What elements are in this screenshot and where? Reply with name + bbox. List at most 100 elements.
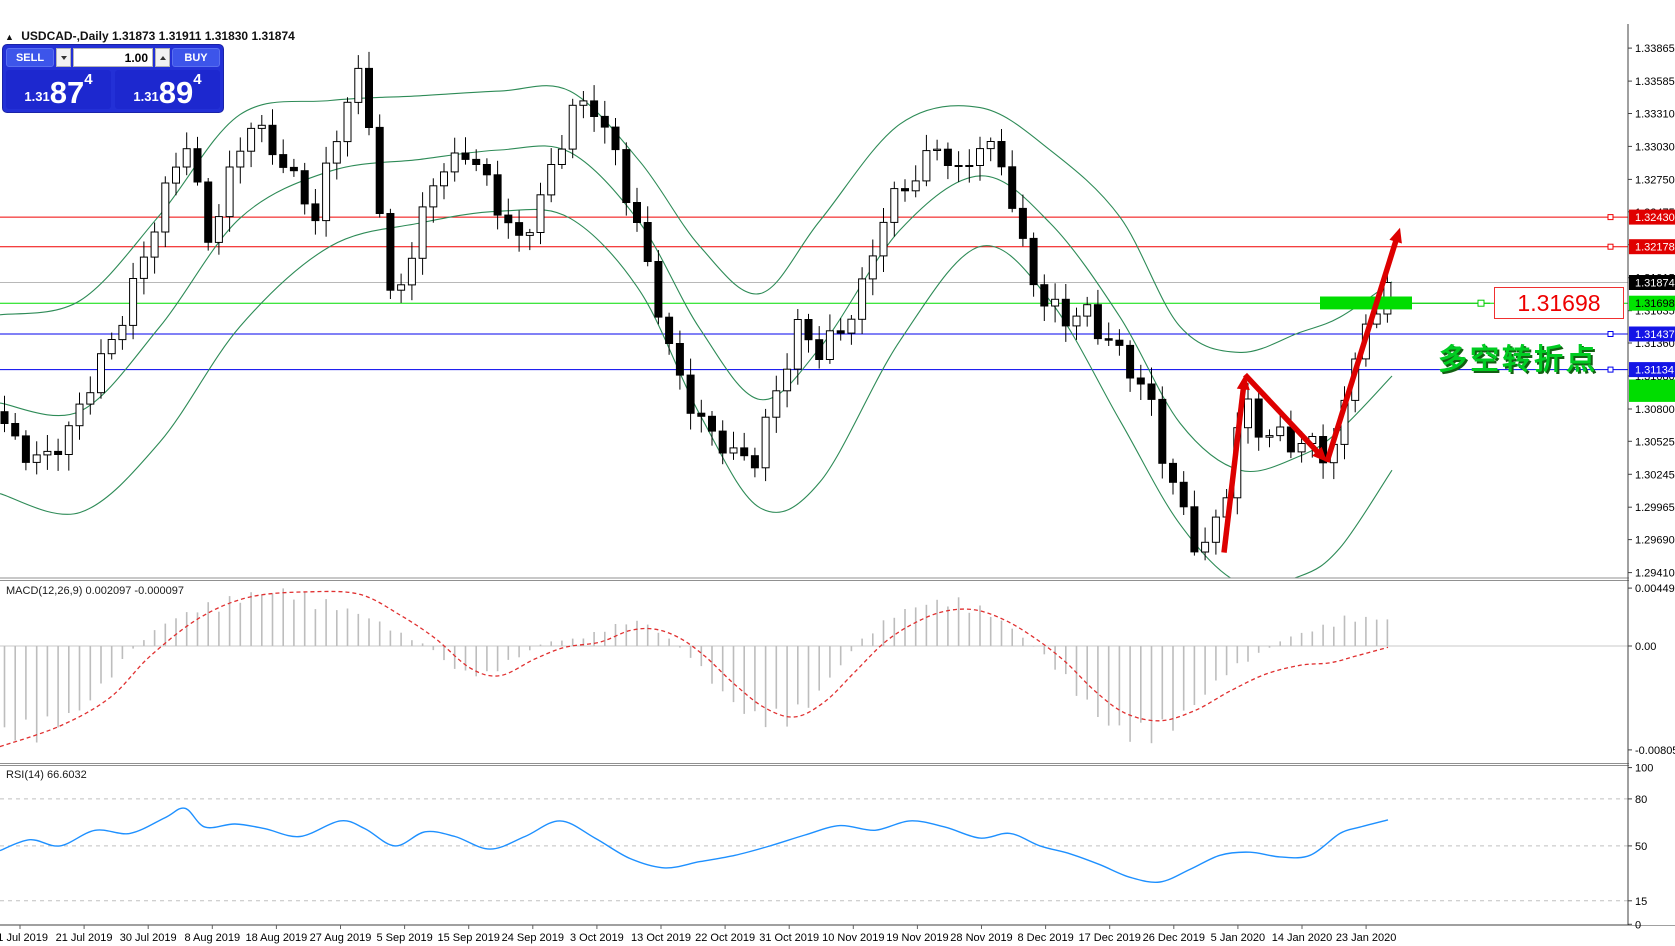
line-anchor-handle[interactable] xyxy=(1607,214,1614,221)
chart-title: ▲ USDCAD-,Daily 1.31873 1.31911 1.31830 … xyxy=(5,29,295,43)
svg-text:1.32430: 1.32430 xyxy=(1635,212,1675,224)
rsi-tick-label: 50 xyxy=(1635,841,1647,853)
date-label: 31 Oct 2019 xyxy=(759,932,819,944)
price-tick-label: 1.30525 xyxy=(1635,436,1675,448)
sell-price[interactable]: 1.31 87 4 xyxy=(6,70,111,109)
rsi-tick-label: 15 xyxy=(1635,896,1647,908)
price-tick-label: 1.30245 xyxy=(1635,469,1675,481)
sell-price-prefix: 1.31 xyxy=(24,89,50,104)
trend-arrow[interactable] xyxy=(1221,384,1247,553)
date-label: 22 Oct 2019 xyxy=(695,932,755,944)
volume-input[interactable] xyxy=(73,48,153,67)
macd-tick-label: 0.004491 xyxy=(1635,583,1675,595)
level-price-label xyxy=(1629,362,1675,378)
price-tick-label: 1.29965 xyxy=(1635,502,1675,514)
svg-text:1.31698: 1.31698 xyxy=(1635,298,1675,310)
rsi-indicator-label: RSI(14) 66.6032 xyxy=(6,769,87,781)
macd-signal-line xyxy=(0,590,1389,748)
macd-tick-label: -0.008055 xyxy=(1635,745,1675,757)
date-label: 11 Jul 2019 xyxy=(0,932,48,944)
date-label: 24 Sep 2019 xyxy=(502,932,564,944)
date-label: 3 Oct 2019 xyxy=(570,932,624,944)
svg-text:1.31437: 1.31437 xyxy=(1635,329,1675,341)
symbol-period-label: USDCAD-,Daily xyxy=(21,29,109,43)
current-price-label xyxy=(1629,275,1675,290)
caret-down-icon xyxy=(60,55,67,60)
date-label: 14 Jan 2020 xyxy=(1272,932,1333,944)
callout-anchor-handle[interactable] xyxy=(1477,299,1485,307)
volume-up-button[interactable] xyxy=(155,48,170,67)
date-label: 28 Nov 2019 xyxy=(950,932,1012,944)
sell-button[interactable]: SELL xyxy=(6,48,54,67)
date-label: 21 Jul 2019 xyxy=(56,932,113,944)
collapse-icon[interactable]: ▲ xyxy=(5,32,14,42)
buy-price-big: 89 xyxy=(158,75,194,110)
bollinger-middle-band xyxy=(0,145,1393,472)
rsi-tick-label: 100 xyxy=(1635,763,1653,775)
date-label: 8 Aug 2019 xyxy=(184,932,240,944)
svg-text:1.31874: 1.31874 xyxy=(1635,278,1675,290)
price-tick-label: 1.29690 xyxy=(1635,535,1675,547)
price-tick-label: 1.33030 xyxy=(1635,141,1675,153)
price-tick-label: 1.32750 xyxy=(1635,174,1675,186)
trend-arrow[interactable] xyxy=(1242,372,1323,457)
level-price-label xyxy=(1629,209,1675,225)
macd-tick-label: 0.00 xyxy=(1635,641,1656,653)
date-label: 26 Dec 2019 xyxy=(1143,932,1205,944)
date-label: 5 Sep 2019 xyxy=(376,932,432,944)
rsi-pane xyxy=(0,798,1628,902)
date-label: 19 Nov 2019 xyxy=(886,932,948,944)
rsi-tick-label: 0 xyxy=(1635,919,1641,931)
rsi-tick-label: 80 xyxy=(1635,794,1647,806)
price-tick-label: 1.33585 xyxy=(1635,76,1675,88)
axis-highlight-patch xyxy=(1629,379,1675,402)
buy-price-prefix: 1.31 xyxy=(133,89,159,104)
price-tick-label: 1.33865 xyxy=(1635,43,1675,55)
price-tick-label: 1.29410 xyxy=(1635,568,1675,580)
date-label: 5 Jan 2020 xyxy=(1211,932,1265,944)
buy-price-sup: 4 xyxy=(193,71,202,88)
level-price-label xyxy=(1629,326,1675,342)
buy-button[interactable]: BUY xyxy=(172,48,220,67)
line-anchor-handle[interactable] xyxy=(1607,243,1614,250)
trend-arrowhead xyxy=(1312,446,1327,462)
level-price-label xyxy=(1629,239,1675,255)
date-label: 27 Aug 2019 xyxy=(310,932,372,944)
date-label: 23 Jan 2020 xyxy=(1336,932,1397,944)
price-callout-box[interactable]: 1.31698 xyxy=(1494,287,1624,320)
date-label: 17 Dec 2019 xyxy=(1079,932,1141,944)
sell-price-big: 87 xyxy=(49,75,85,110)
bollinger-upper-band xyxy=(0,85,1393,353)
sell-price-sup: 4 xyxy=(84,71,93,88)
pivot-annotation-text[interactable]: 多空转折点 xyxy=(1438,344,1599,376)
volume-down-button[interactable] xyxy=(56,48,71,67)
trend-arrow[interactable] xyxy=(1324,236,1400,463)
date-label: 15 Sep 2019 xyxy=(438,932,500,944)
price-tick-label: 1.33310 xyxy=(1635,109,1675,121)
main-pane xyxy=(0,51,1628,578)
ohlc-values: 1.31873 1.31911 1.31830 1.31874 xyxy=(111,29,295,43)
candles xyxy=(0,51,1392,561)
svg-text:1.31134: 1.31134 xyxy=(1635,365,1674,377)
rsi-line xyxy=(0,807,1389,883)
date-label: 13 Oct 2019 xyxy=(631,932,691,944)
price-tick-label: 1.30800 xyxy=(1635,404,1675,416)
macd-histogram xyxy=(3,588,1389,744)
date-label: 8 Dec 2019 xyxy=(1017,932,1073,944)
date-label: 10 Nov 2019 xyxy=(822,932,884,944)
svg-text:1.32178: 1.32178 xyxy=(1635,242,1675,254)
date-label: 18 Aug 2019 xyxy=(246,932,308,944)
macd-indicator-label: MACD(12,26,9) 0.002097 -0.000097 xyxy=(6,585,184,597)
trend-arrowhead xyxy=(1389,227,1402,244)
line-anchor-handle[interactable] xyxy=(1607,366,1614,373)
line-anchor-handle[interactable] xyxy=(1607,331,1614,337)
macd-pane xyxy=(0,588,1628,748)
buy-price[interactable]: 1.31 89 4 xyxy=(115,70,220,109)
highlight-rectangle[interactable] xyxy=(1320,296,1412,310)
level-price-label xyxy=(1629,295,1675,311)
trend-arrowhead xyxy=(1236,374,1250,391)
date-label: 30 Jul 2019 xyxy=(120,932,177,944)
